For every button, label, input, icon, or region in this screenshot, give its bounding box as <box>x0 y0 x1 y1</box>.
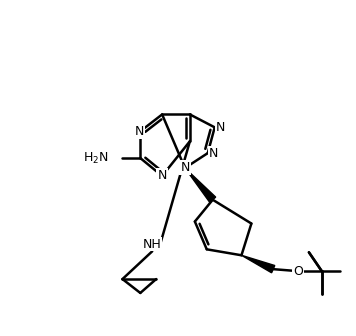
Text: N: N <box>135 125 144 138</box>
Polygon shape <box>185 168 216 202</box>
Text: O: O <box>293 265 303 278</box>
Text: N: N <box>157 169 167 182</box>
Text: N: N <box>180 161 190 173</box>
Text: H$_2$N: H$_2$N <box>83 151 109 166</box>
Text: N: N <box>216 121 225 134</box>
Polygon shape <box>241 255 275 273</box>
Text: NH: NH <box>143 238 162 251</box>
Text: N: N <box>209 146 218 160</box>
